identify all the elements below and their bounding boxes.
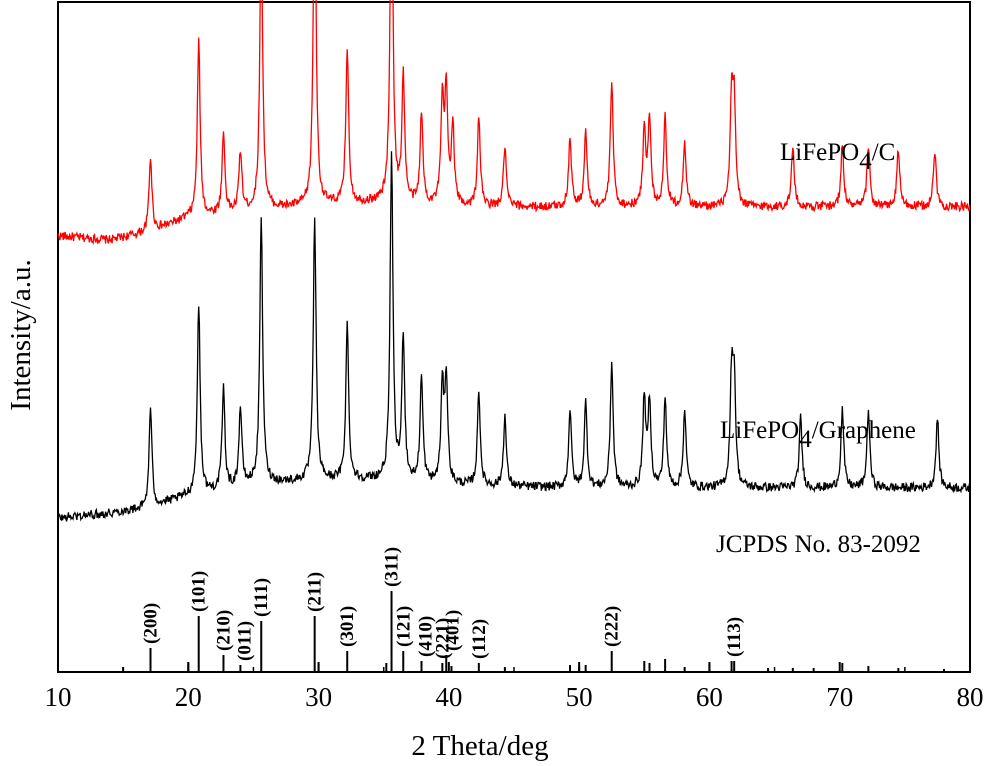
reference-label: JCPDS No. 83-2092: [716, 531, 921, 558]
hkl-label: (401): [442, 610, 463, 651]
trace-lfp-c: [57, 0, 971, 246]
hkl-label: (121): [393, 606, 414, 647]
hkl-label: (210): [213, 610, 234, 651]
hkl-label: (101): [189, 571, 210, 612]
hkl-label: (111): [251, 578, 272, 617]
x-tick-label: 40: [435, 682, 462, 712]
series-label-lfp-c-tail: /C: [872, 139, 896, 166]
series-label-lfp-graphene-sub: 4: [799, 426, 812, 453]
x-axis-title: 2 Theta/deg: [411, 730, 548, 762]
hkl-label: (311): [382, 547, 403, 587]
miller-index-labels: (200) (101)(210) (011) (111) (211) (301) (311)…: [141, 547, 746, 661]
y-axis-title: Intensity/a.u.: [5, 259, 37, 410]
series-label-lfp-graphene: LiFePO4/Graphene: [720, 417, 916, 453]
hkl-label: (301): [337, 606, 358, 647]
xrd-series: [57, 0, 971, 522]
x-tick-label: 80: [957, 682, 984, 712]
x-tick-label: 60: [696, 682, 723, 712]
series-label-lfp-c: LiFePO4/C: [780, 139, 895, 175]
hkl-label: (200): [141, 603, 162, 644]
hkl-label: (221): [432, 618, 453, 659]
series-label-lfp-c-main: LiFePO: [780, 139, 859, 166]
series-label-lfp-graphene-main: LiFePO: [720, 417, 799, 444]
hkl-label: (211): [305, 572, 326, 612]
hkl-label: (410): [415, 616, 436, 657]
trace-lfp-graphene: [57, 151, 971, 522]
x-tick-label: 30: [305, 682, 332, 712]
series-label-lfp-c-sub: 4: [859, 148, 872, 175]
x-axis-ticks: 10 20 30 40 50 60 70 80: [45, 662, 984, 712]
x-tick-label: 70: [826, 682, 853, 712]
hkl-label: (112): [469, 619, 490, 659]
hkl-label: (011): [234, 621, 255, 661]
hkl-label: (222): [602, 606, 623, 647]
series-label-lfp-graphene-tail: /Graphene: [812, 417, 916, 444]
hkl-label: (113): [724, 617, 745, 657]
x-tick-label: 10: [45, 682, 72, 712]
x-tick-label: 50: [566, 682, 593, 712]
x-tick-label: 20: [175, 682, 202, 712]
